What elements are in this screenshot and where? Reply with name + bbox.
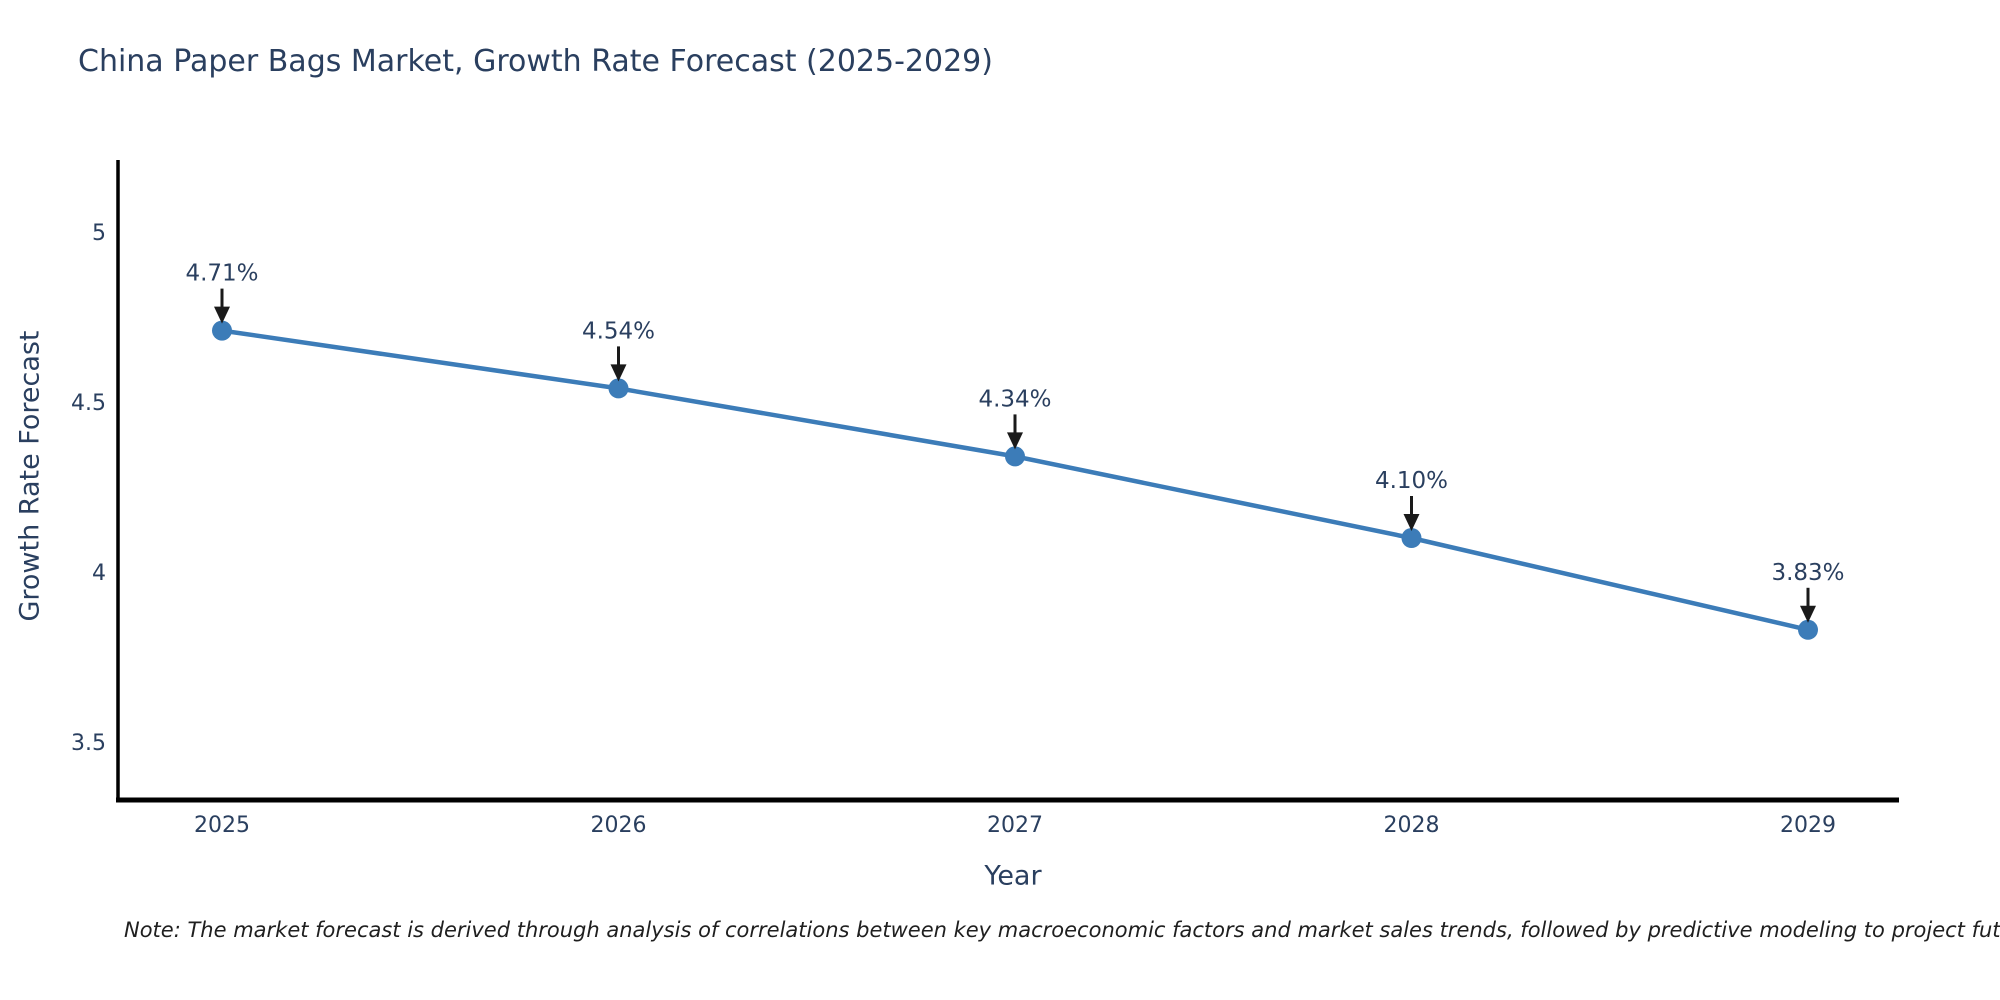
data-point-marker [1005, 446, 1025, 467]
data-point-marker [1401, 528, 1422, 548]
growth-rate-line [219, 328, 1811, 633]
x-tick-label: 2028 [1384, 813, 1440, 838]
y-tick-label: 5 [92, 221, 106, 246]
x-tick-label: 2025 [194, 813, 250, 838]
footnote-text: Note: The market forecast is derived thr… [124, 918, 2000, 942]
y-tick-label: 4 [92, 561, 106, 586]
chart-title: China Paper Bags Market, Growth Rate For… [78, 44, 993, 79]
x-tick-label: 2027 [987, 813, 1043, 838]
data-point-label: 3.83% [1771, 560, 1844, 586]
data-point-label: 4.71% [185, 261, 258, 287]
x-tick-label: 2029 [1780, 813, 1836, 838]
annotation-arrow-head-icon [610, 364, 627, 382]
annotation-arrow-head-icon [1007, 432, 1023, 450]
y-tick-label: 3.5 [71, 731, 106, 756]
data-point-marker [212, 320, 232, 341]
x-tick-label: 2026 [591, 813, 647, 838]
data-point-label: 4.54% [582, 318, 655, 344]
annotation-arrow-head-icon [1403, 514, 1420, 531]
data-point-marker [1798, 619, 1818, 640]
data-point-marker [608, 378, 629, 399]
y-tick-label: 4.5 [71, 391, 106, 416]
data-point-label: 4.10% [1375, 468, 1448, 494]
annotation-arrow-head-icon [214, 306, 230, 324]
annotation-arrow-head-icon [1800, 605, 1816, 623]
data-point-label: 4.34% [978, 386, 1051, 412]
x-axis-title: Year [984, 860, 1042, 892]
